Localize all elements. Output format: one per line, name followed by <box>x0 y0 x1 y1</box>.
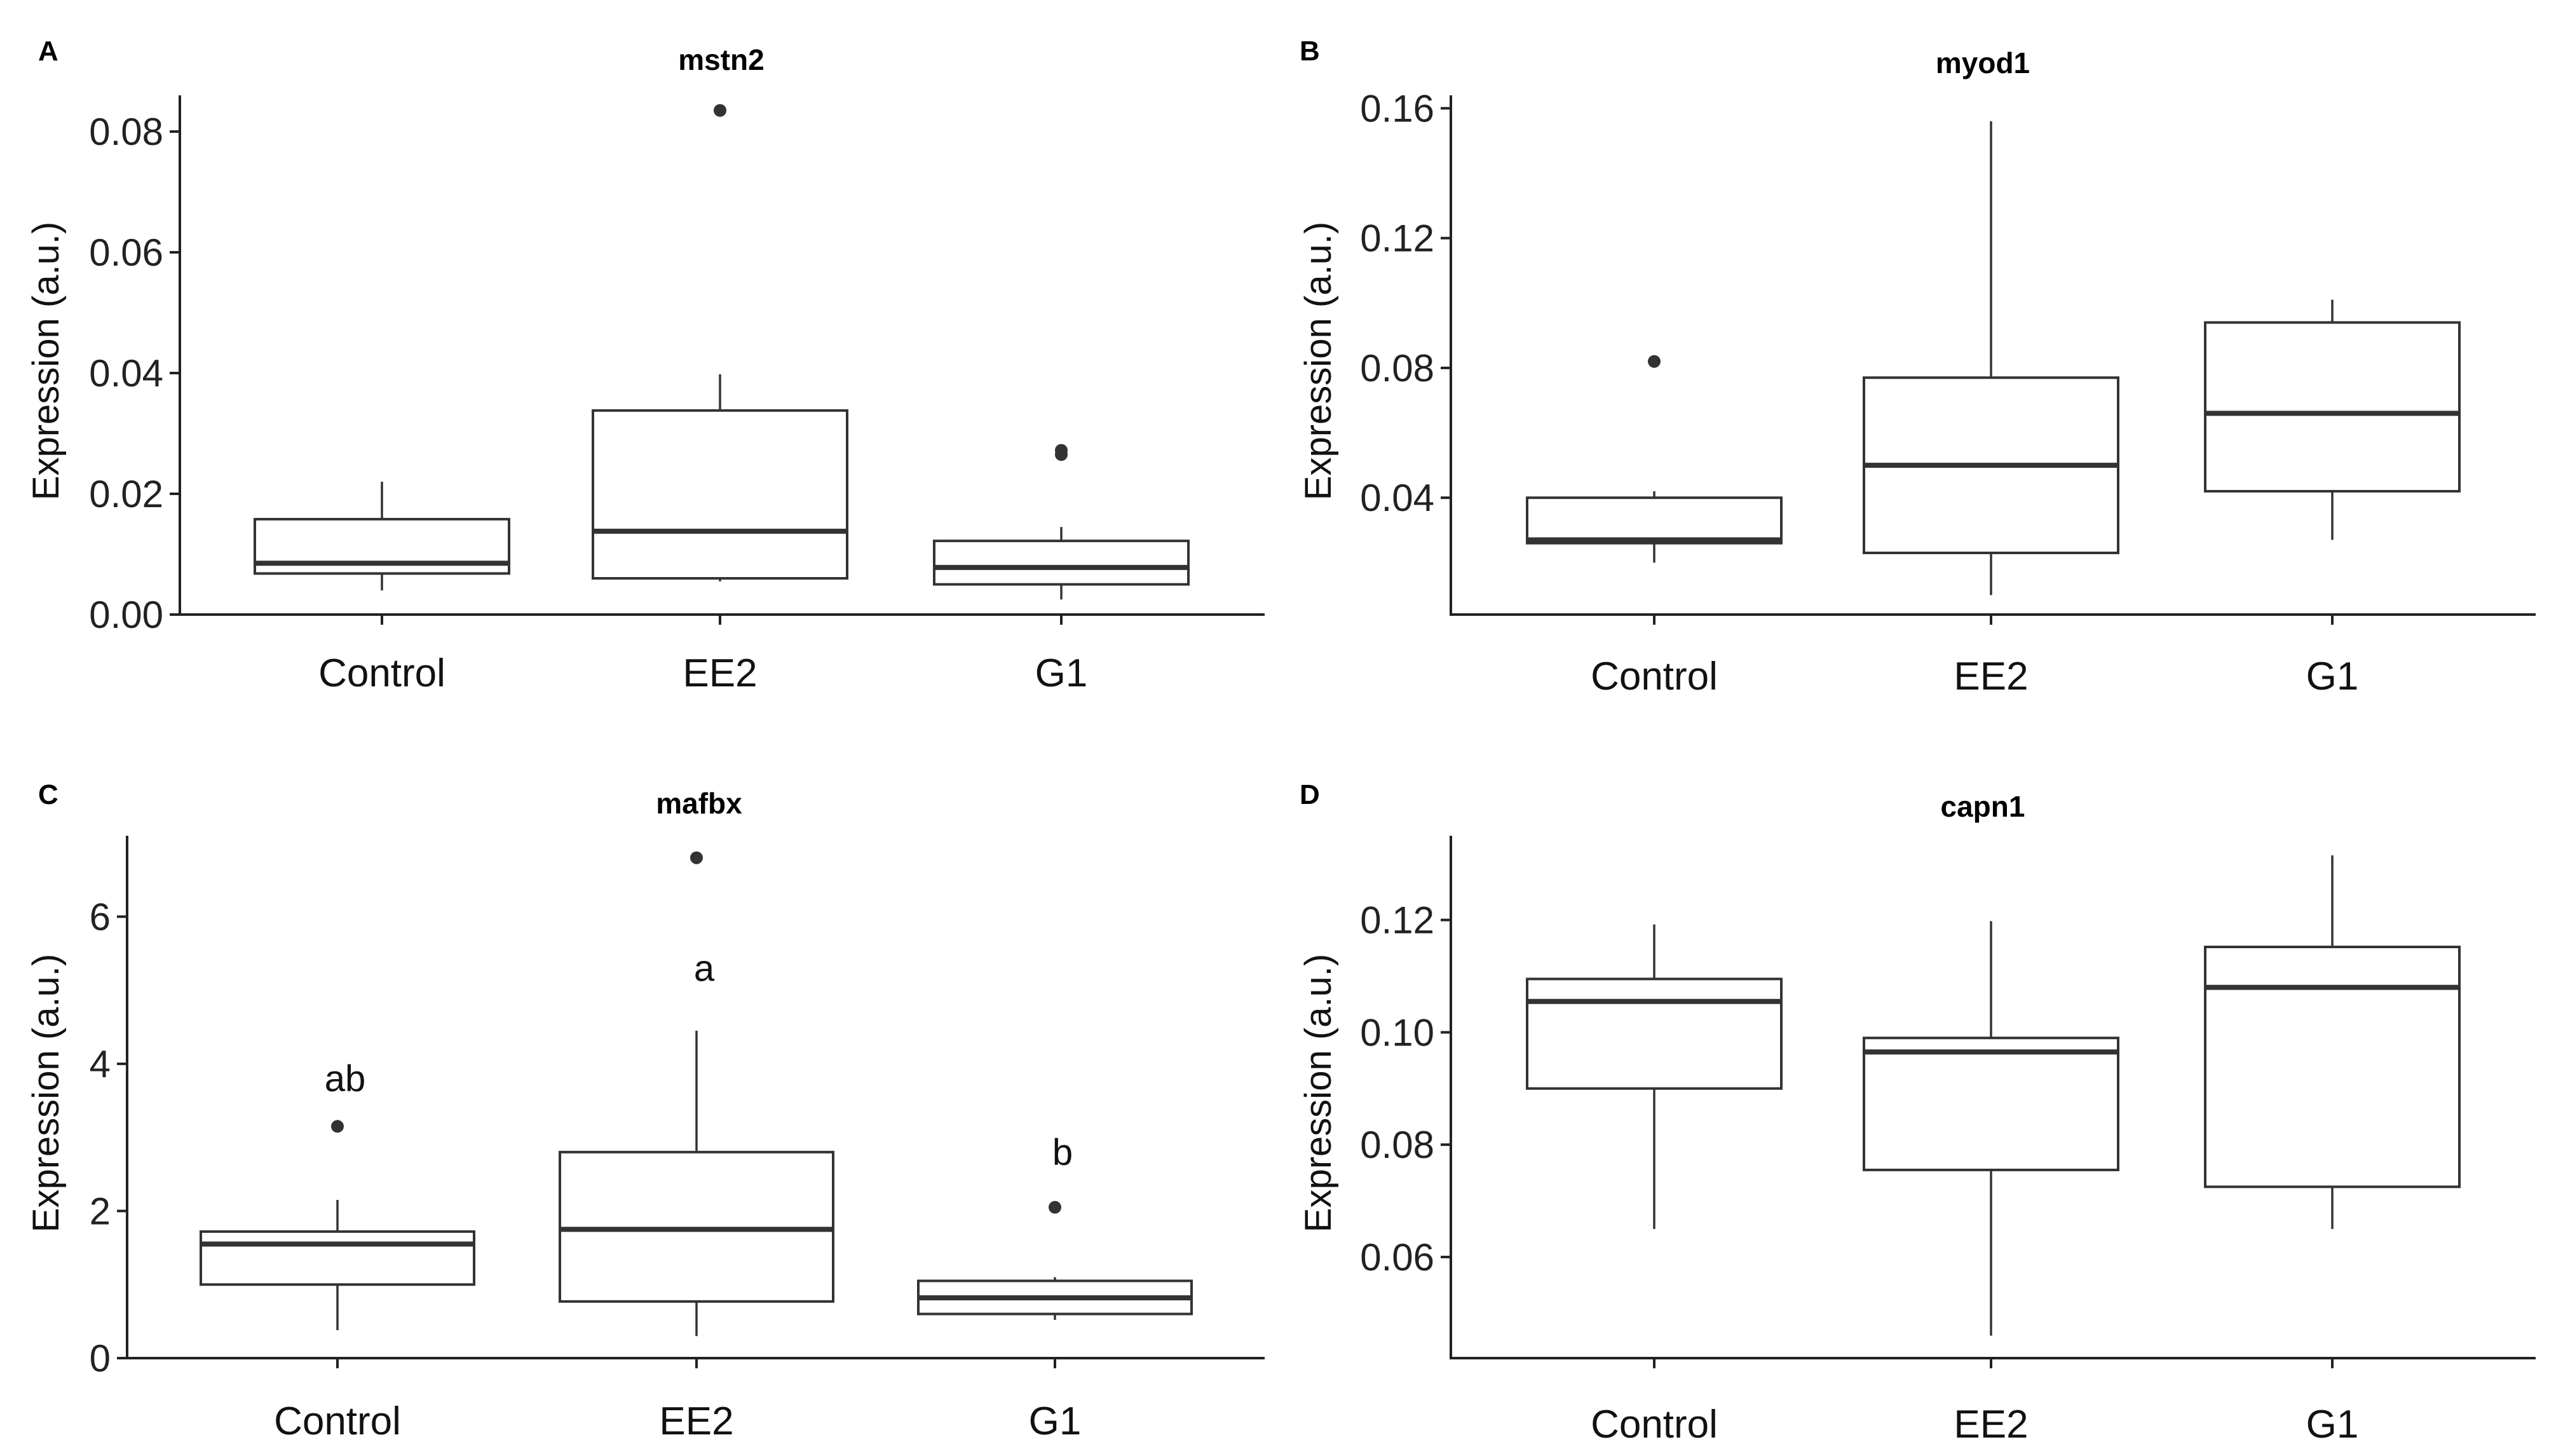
panel-a-x-tick-label: EE2 <box>683 651 757 695</box>
panel-a-outlier-point <box>1055 444 1068 457</box>
panel-d-letter: D <box>1300 779 1320 810</box>
panel-a-y-tick-label: 0.02 <box>89 473 163 515</box>
panel-d-box <box>2204 946 2461 1188</box>
panel-a-box <box>592 409 848 580</box>
panel-c-y-tick-label: 2 <box>90 1190 111 1232</box>
panel-c-x-tick-label: EE2 <box>659 1399 733 1443</box>
panel-a-title: mstn2 <box>678 43 764 76</box>
panel-a-box <box>933 540 1190 586</box>
panel-b-y-axis-label: Expression (a.u.) <box>1298 222 1339 500</box>
panel-a-letter: A <box>38 36 58 67</box>
panel-d-box <box>1863 1037 2119 1171</box>
panel-d-x-tick-label: Control <box>1591 1403 1718 1446</box>
panel-d-y-axis-label: Expression (a.u.) <box>1298 954 1339 1232</box>
panel-b-outlier-point <box>1648 355 1661 368</box>
panel-d-x-tick-label: EE2 <box>1954 1403 2028 1446</box>
panel-b-y-tick-label: 0.16 <box>1360 87 1434 130</box>
panel-c-y-tick-label: 4 <box>90 1043 111 1085</box>
panel-b-box <box>2204 321 2461 493</box>
panel-c-significance-label: b <box>1052 1132 1073 1173</box>
panel-c-x-tick-label: G1 <box>1029 1399 1082 1443</box>
panel-d-y-tick-label: 0.10 <box>1360 1011 1434 1054</box>
panel-c-y-axis-label: Expression (a.u.) <box>25 954 67 1232</box>
panel-d-y-tick-label: 0.08 <box>1360 1124 1434 1166</box>
panel-a-x-tick-label: G1 <box>1035 651 1088 695</box>
panel-c-y-tick-label: 6 <box>90 895 111 938</box>
panel-b-x-tick-label: EE2 <box>1954 655 2028 698</box>
panel-b-y-tick-label: 0.12 <box>1360 217 1434 260</box>
panel-b-x-tick-label: G1 <box>2306 655 2359 698</box>
panel-c-significance-label: ab <box>325 1058 366 1099</box>
panel-c-significance-label: a <box>694 948 715 989</box>
panel-c-outlier-point <box>331 1120 344 1133</box>
panel-d-title: capn1 <box>1941 790 2025 823</box>
panel-c-box <box>559 1150 834 1303</box>
panel-c-x-tick-label: Control <box>274 1399 401 1443</box>
panel-c-letter: C <box>38 779 58 810</box>
panel-c-outlier-point <box>1049 1201 1061 1214</box>
panel-b-box <box>1526 496 1783 545</box>
panel-a-y-axis-label: Expression (a.u.) <box>25 222 67 500</box>
panel-c-y-tick-label: 0 <box>90 1337 111 1380</box>
panel-b-y-tick-label: 0.08 <box>1360 347 1434 390</box>
panel-c-title: mafbx <box>656 787 742 820</box>
panel-d-y-tick-label: 0.06 <box>1360 1236 1434 1279</box>
panel-c-box <box>200 1230 475 1286</box>
panel-b-letter: B <box>1300 36 1320 67</box>
panel-d-box <box>1526 977 1783 1090</box>
panel-a-outlier-point <box>714 104 726 117</box>
panel-b-x-tick-label: Control <box>1591 655 1718 698</box>
panel-d-x-tick-label: G1 <box>2306 1403 2359 1446</box>
panel-b-title: myod1 <box>1936 46 2030 79</box>
panel-a-y-tick-label: 0.00 <box>89 594 163 636</box>
panel-a-y-tick-label: 0.04 <box>89 352 163 395</box>
panel-a-y-tick-label: 0.06 <box>89 231 163 274</box>
panel-a-x-tick-label: Control <box>318 651 445 695</box>
panel-c-outlier-point <box>690 851 703 864</box>
panel-a-y-tick-label: 0.08 <box>89 111 163 153</box>
panel-b-y-tick-label: 0.04 <box>1360 477 1434 519</box>
panel-d-y-tick-label: 0.12 <box>1360 899 1434 942</box>
